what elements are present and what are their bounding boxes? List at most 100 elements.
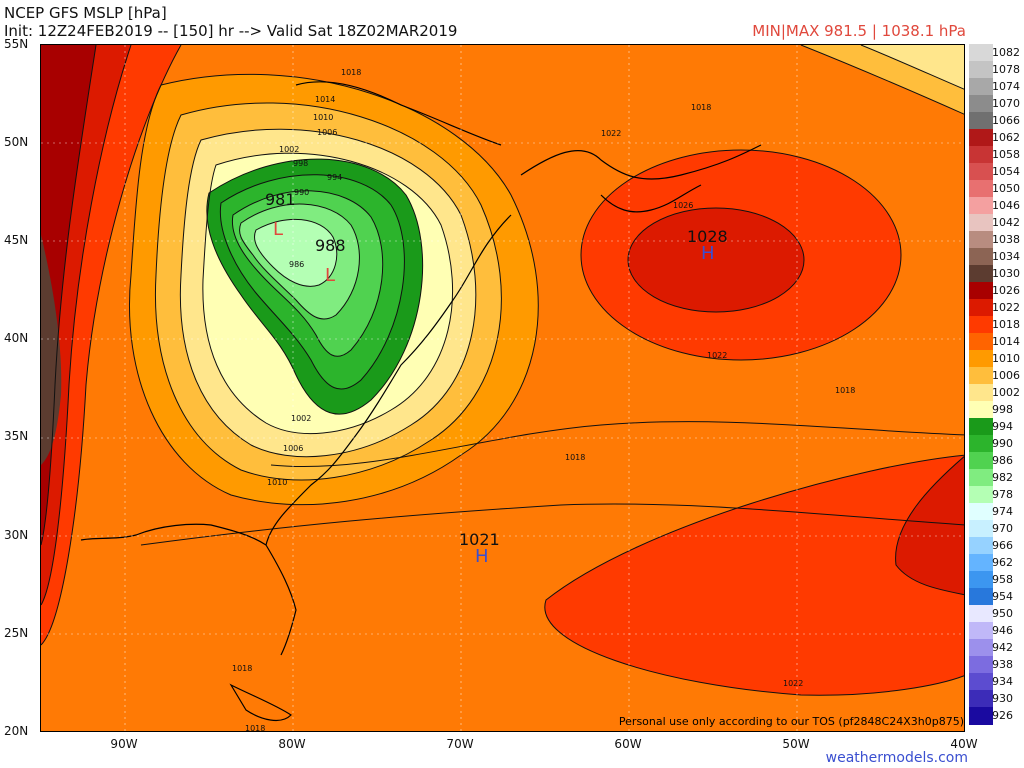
init-valid-line: Init: 12Z24FEB2019 -- [150] hr --> Valid…: [4, 22, 458, 40]
isobar-label: 1022: [783, 679, 803, 688]
legend-swatch: [969, 520, 993, 538]
legend-swatch: [969, 673, 993, 691]
legend-level-label: 1002: [992, 385, 1020, 399]
legend-swatch: [969, 248, 993, 266]
legend-swatch: [969, 435, 993, 453]
center-value: 1021: [459, 530, 500, 549]
legend-level-label: 1022: [992, 300, 1020, 314]
legend-level-label: 1030: [992, 266, 1020, 280]
lon-label-40w: 40W: [950, 737, 978, 751]
legend-level-label: 958: [992, 572, 1013, 586]
legend-swatch: [969, 537, 993, 555]
legend-level-label: 978: [992, 487, 1013, 501]
isobar-label: 1018: [565, 453, 585, 462]
isobar-label: 1014: [315, 95, 335, 104]
lat-label-35n: 35N: [4, 429, 29, 443]
isobar-label: 1018: [341, 68, 361, 77]
legend-swatch: [969, 299, 993, 317]
brand-link[interactable]: weathermodels.com: [825, 750, 968, 766]
pressure-map[interactable]: 1018 1014 1010 1006 1002 998 994 990 986…: [40, 44, 965, 732]
legend-level-label: 938: [992, 657, 1013, 671]
legend-swatch: [969, 605, 993, 623]
isobar-label: 1002: [279, 145, 299, 154]
legend-swatch: [969, 469, 993, 487]
isobar-label: 1022: [707, 351, 727, 360]
legend-swatch: [969, 452, 993, 470]
coastlines: [80, 81, 762, 722]
isobar-label: 998: [293, 159, 308, 168]
ne-band-1010: [861, 45, 964, 90]
legend-swatch: [969, 350, 993, 368]
pressure-color-legend: [969, 44, 993, 725]
legend-level-label: 926: [992, 708, 1013, 722]
legend-swatch: [969, 333, 993, 351]
west-high-band-inner: [41, 45, 96, 545]
isobar-label: 990: [294, 188, 309, 197]
isobar-label: 1006: [317, 128, 337, 137]
min-max-readout: MIN|MAX 981.5 | 1038.1 hPa: [752, 22, 966, 40]
center-value: 981: [265, 190, 296, 209]
legend-swatch: [969, 367, 993, 385]
low-band-986: [254, 219, 337, 287]
legend-level-label: 1082: [992, 45, 1020, 59]
lon-label-80w: 80W: [278, 737, 306, 751]
legend-level-label: 1034: [992, 249, 1020, 263]
legend-swatch: [969, 265, 993, 283]
pressure-centers: 981 L 988 L 1028 H 1021 H: [265, 190, 728, 567]
legend-level-label: 1078: [992, 62, 1020, 76]
map-title: NCEP GFS MSLP [hPa]: [4, 4, 167, 22]
legend-swatch: [969, 588, 993, 606]
lat-label-25n: 25N: [4, 626, 29, 640]
legend-level-label: 966: [992, 538, 1013, 552]
legend-swatch: [969, 639, 993, 657]
legend-level-label: 974: [992, 504, 1013, 518]
legend-level-label: 1026: [992, 283, 1020, 297]
isobar-label: 1022: [601, 129, 621, 138]
legend-swatch: [969, 112, 993, 130]
legend-swatch: [969, 180, 993, 198]
isobar-label: 1006: [283, 444, 303, 453]
legend-level-label: 954: [992, 589, 1013, 603]
low-marker: L: [325, 265, 335, 286]
west-high-band-core: [41, 235, 62, 465]
legend-swatch: [969, 197, 993, 215]
legend-level-label: 1066: [992, 113, 1020, 127]
legend-level-label: 930: [992, 691, 1013, 705]
legend-swatch: [969, 129, 993, 147]
high-marker: H: [475, 546, 489, 567]
isobar-label: 1010: [313, 113, 333, 122]
isobar-label: 986: [289, 260, 304, 269]
legend-level-label: 986: [992, 453, 1013, 467]
center-value: 988: [315, 236, 346, 255]
legend-swatch: [969, 78, 993, 96]
center-value: 1028: [687, 227, 728, 246]
isobar-label: 1018: [691, 103, 711, 112]
legend-level-label: 1010: [992, 351, 1020, 365]
legend-level-label: 1054: [992, 164, 1020, 178]
legend-level-label: 1070: [992, 96, 1020, 110]
lat-label-50n: 50N: [4, 135, 29, 149]
lat-label-45n: 45N: [4, 233, 29, 247]
legend-swatch: [969, 214, 993, 232]
legend-level-label: 1058: [992, 147, 1020, 161]
lat-lon-grid: [41, 45, 964, 731]
legend-swatch: [969, 163, 993, 181]
legend-swatch: [969, 418, 993, 436]
legend-level-label: 1042: [992, 215, 1020, 229]
legend-level-label: 970: [992, 521, 1013, 535]
legend-swatch: [969, 44, 993, 62]
lon-label-90w: 90W: [110, 737, 138, 751]
legend-level-label: 950: [992, 606, 1013, 620]
legend-level-label: 998: [992, 402, 1013, 416]
low-marker: L: [273, 219, 283, 240]
legend-level-label: 1074: [992, 79, 1020, 93]
legend-swatch: [969, 707, 993, 725]
legend-swatch: [969, 622, 993, 640]
legend-swatch: [969, 316, 993, 334]
isobar-label: 994: [327, 173, 342, 182]
legend-level-label: 990: [992, 436, 1013, 450]
lat-label-30n: 30N: [4, 528, 29, 542]
legend-swatch: [969, 401, 993, 419]
isobar-label: 1018: [835, 386, 855, 395]
south-ridge-inner: [895, 456, 964, 595]
